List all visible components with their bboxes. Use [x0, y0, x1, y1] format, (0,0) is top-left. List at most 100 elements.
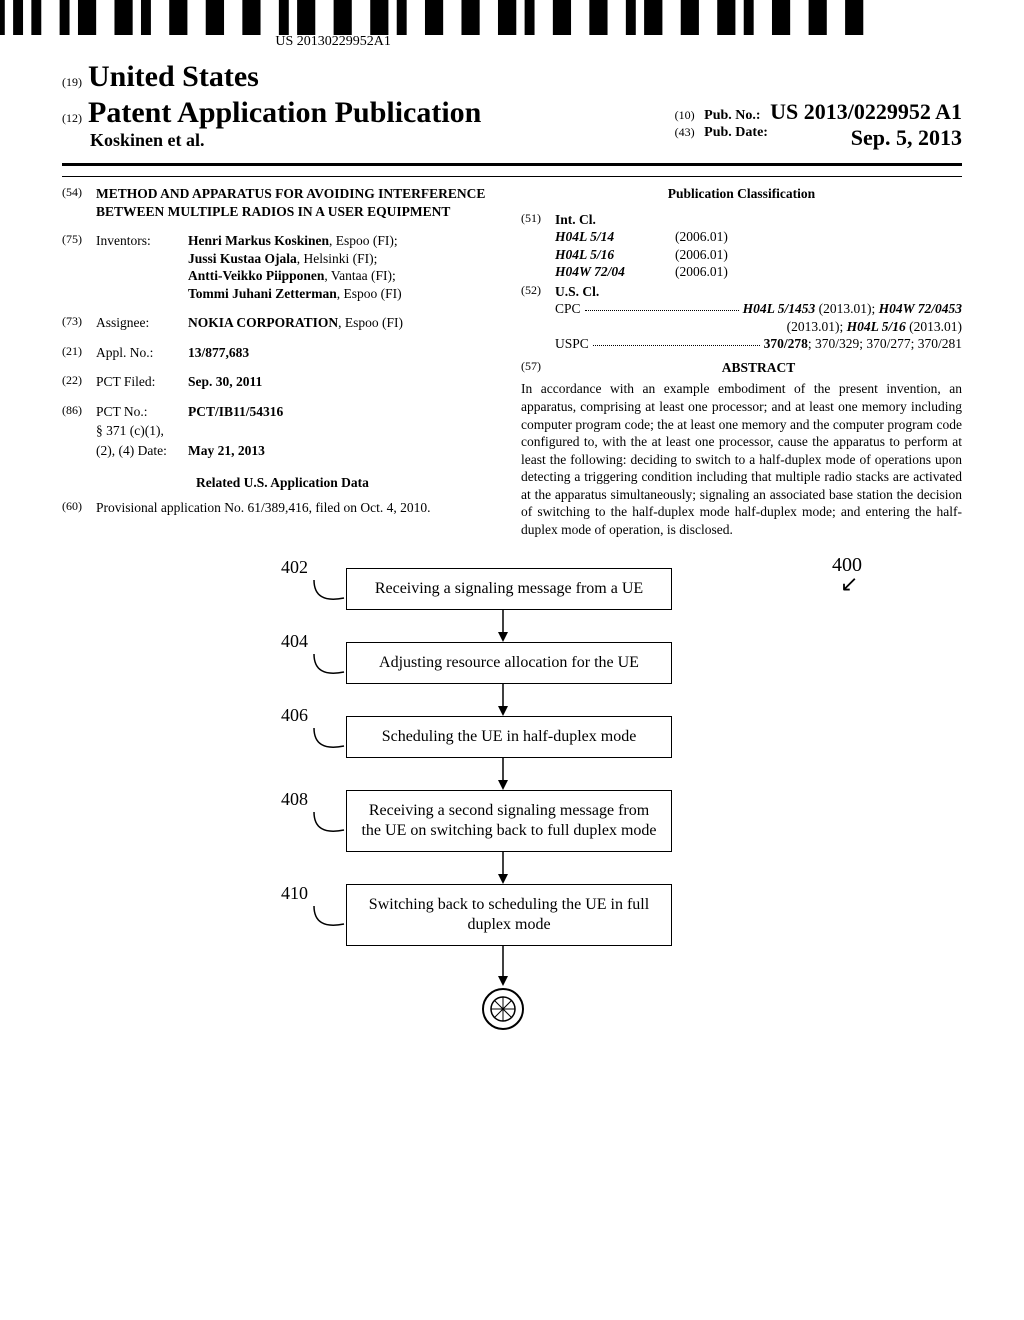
- uspc-prefix: USPC: [555, 335, 589, 353]
- flow-step: 404 Adjusting resource allocation for th…: [252, 642, 772, 684]
- pubno-label: Pub. No.:: [704, 108, 760, 123]
- callout-curve-icon: [312, 648, 346, 678]
- pubdate-label: Pub. Date:: [704, 125, 768, 140]
- barcode: ▌▌▐▌▐▌▌▐▌▌▐▌▌▌▐▐▌▐▌▌▐▌▐▌▐▌▐▐▌▐▌▐▌▌▐▌▐▌▐▌…: [0, 0, 872, 32]
- inventors-label: Inventors:: [96, 232, 188, 302]
- code-43: (43): [675, 125, 695, 139]
- document-header: (19) United States (12) Patent Applicati…: [62, 60, 962, 157]
- arrow-down-icon: [496, 758, 772, 790]
- inventor-loc: , Helsinki (FI);: [297, 251, 378, 266]
- flowchart-figure: 400 ↙ 402 Receiving a signaling message …: [252, 568, 772, 1037]
- step-number: 410: [252, 883, 308, 904]
- pctfiled-label: PCT Filed:: [96, 373, 188, 391]
- arrow-down-icon: [496, 610, 772, 642]
- provisional-text: Provisional application No. 61/389,416, …: [96, 499, 503, 517]
- cpc-code: H04W 72/0453: [879, 301, 962, 316]
- left-column: (54) METHOD AND APPARATUS FOR AVOIDING I…: [62, 185, 503, 538]
- intcl-row: H04L 5/14 (2006.01): [555, 228, 962, 246]
- cpc-year: (2013.01);: [787, 319, 847, 334]
- code-52: (52): [521, 283, 555, 353]
- publication-type: Patent Application Publication: [88, 96, 481, 130]
- assignee-name: NOKIA CORPORATION: [188, 315, 338, 330]
- callout-curve-icon: [312, 574, 346, 604]
- flow-box: Scheduling the UE in half-duplex mode: [346, 716, 672, 758]
- code-75: (75): [62, 232, 96, 302]
- inventor-name: Tommi Juhani Zetterman: [188, 286, 337, 301]
- code-12: (12): [62, 111, 82, 126]
- figure-reference: 400 ↙: [832, 554, 862, 591]
- inventor-name: Antti-Veikko Piipponen: [188, 268, 324, 283]
- assignee-loc: , Espoo (FI): [338, 315, 403, 330]
- pub-classification-heading: Publication Classification: [521, 185, 962, 203]
- code-22: (22): [62, 373, 96, 391]
- cpc-line-2: (2013.01); H04L 5/16 (2013.01): [555, 318, 962, 336]
- assignee-value: NOKIA CORPORATION, Espoo (FI): [188, 314, 503, 332]
- callout-curve-icon: [312, 722, 346, 752]
- flow-step: 408 Receiving a second signaling message…: [252, 790, 772, 852]
- uspc-line: USPC 370/278; 370/329; 370/277; 370/281: [555, 335, 962, 353]
- code-19: (19): [62, 75, 82, 90]
- code-51: (51): [521, 211, 555, 281]
- pctno-value: PCT/IB11/54316: [188, 403, 503, 421]
- code-86: (86): [62, 403, 96, 421]
- inventor-loc: , Espoo (FI): [337, 286, 402, 301]
- code-73: (73): [62, 314, 96, 332]
- flow-step: 402 Receiving a signaling message from a…: [252, 568, 772, 610]
- flow-terminator-icon: [480, 986, 772, 1037]
- invention-title: METHOD AND APPARATUS FOR AVOIDING INTERF…: [96, 185, 503, 220]
- abstract-text: In accordance with an example embodiment…: [521, 380, 962, 538]
- step-number: 406: [252, 705, 308, 726]
- s371-line2: (2), (4) Date:: [96, 442, 188, 460]
- intcl-code: H04L 5/14: [555, 228, 675, 246]
- cpc-code: H04L 5/16: [847, 319, 906, 334]
- inventor-loc: , Vantaa (FI);: [324, 268, 395, 283]
- code-21: (21): [62, 344, 96, 362]
- inventor-loc: , Espoo (FI);: [329, 233, 398, 248]
- code-10: (10): [675, 108, 695, 122]
- cpc-line: CPC H04L 5/1453 (2013.01); H04W 72/0453: [555, 300, 962, 318]
- cpc-year: (2013.01): [906, 319, 962, 334]
- intcl-row: H04W 72/04 (2006.01): [555, 263, 962, 281]
- intcl-year: (2006.01): [675, 263, 728, 281]
- intcl-code: H04W 72/04: [555, 263, 675, 281]
- barcode-block: ▌▌▐▌▐▌▌▐▌▌▐▌▌▌▐▐▌▐▌▌▐▌▐▌▐▌▐▐▌▐▌▐▌▌▐▌▐▌▐▌…: [0, 0, 872, 50]
- cpc-code: H04L 5/1453: [743, 301, 816, 316]
- step-number: 402: [252, 557, 308, 578]
- reference-arrow-icon: ↙: [840, 577, 862, 591]
- pubdate-value: Sep. 5, 2013: [851, 125, 962, 151]
- pctfiled-value: Sep. 30, 2011: [188, 373, 503, 391]
- authors-line: Koskinen et al.: [90, 130, 481, 151]
- related-data-heading: Related U.S. Application Data: [62, 474, 503, 492]
- intcl-label: Int. Cl.: [555, 211, 962, 229]
- pctno-label: PCT No.:: [96, 403, 188, 421]
- intcl-code: H04L 5/16: [555, 246, 675, 264]
- code-60: (60): [62, 499, 96, 517]
- cpc-prefix: CPC: [555, 300, 581, 318]
- flow-box: Switching back to scheduling the UE in f…: [346, 884, 672, 946]
- flow-step: 406 Scheduling the UE in half-duplex mod…: [252, 716, 772, 758]
- arrow-down-icon: [496, 852, 772, 884]
- inventor-name: Jussi Kustaa Ojala: [188, 251, 297, 266]
- divider-thick: [62, 163, 962, 166]
- inventors-list: Henri Markus Koskinen, Espoo (FI); Jussi…: [188, 232, 503, 302]
- uspc-primary: 370/278: [764, 336, 808, 351]
- right-column: Publication Classification (51) Int. Cl.…: [521, 185, 962, 538]
- s371-line1: § 371 (c)(1),: [96, 422, 188, 440]
- flow-step: 410 Switching back to scheduling the UE …: [252, 884, 772, 946]
- abstract-label: ABSTRACT: [555, 359, 962, 377]
- inventor-name: Henri Markus Koskinen: [188, 233, 329, 248]
- pubno-value: US 2013/0229952 A1: [770, 99, 962, 124]
- assignee-label: Assignee:: [96, 314, 188, 332]
- applno-value: 13/877,683: [188, 344, 503, 362]
- flow-box: Receiving a signaling message from a UE: [346, 568, 672, 610]
- intcl-row: H04L 5/16 (2006.01): [555, 246, 962, 264]
- callout-curve-icon: [312, 900, 346, 930]
- arrow-down-icon: [496, 946, 772, 986]
- intcl-year: (2006.01): [675, 246, 728, 264]
- code-57: (57): [521, 359, 555, 377]
- cpc-year: (2013.01);: [815, 301, 878, 316]
- uspc-rest: ; 370/329; 370/277; 370/281: [808, 336, 962, 351]
- applno-label: Appl. No.:: [96, 344, 188, 362]
- code-54: (54): [62, 185, 96, 220]
- step-number: 408: [252, 789, 308, 810]
